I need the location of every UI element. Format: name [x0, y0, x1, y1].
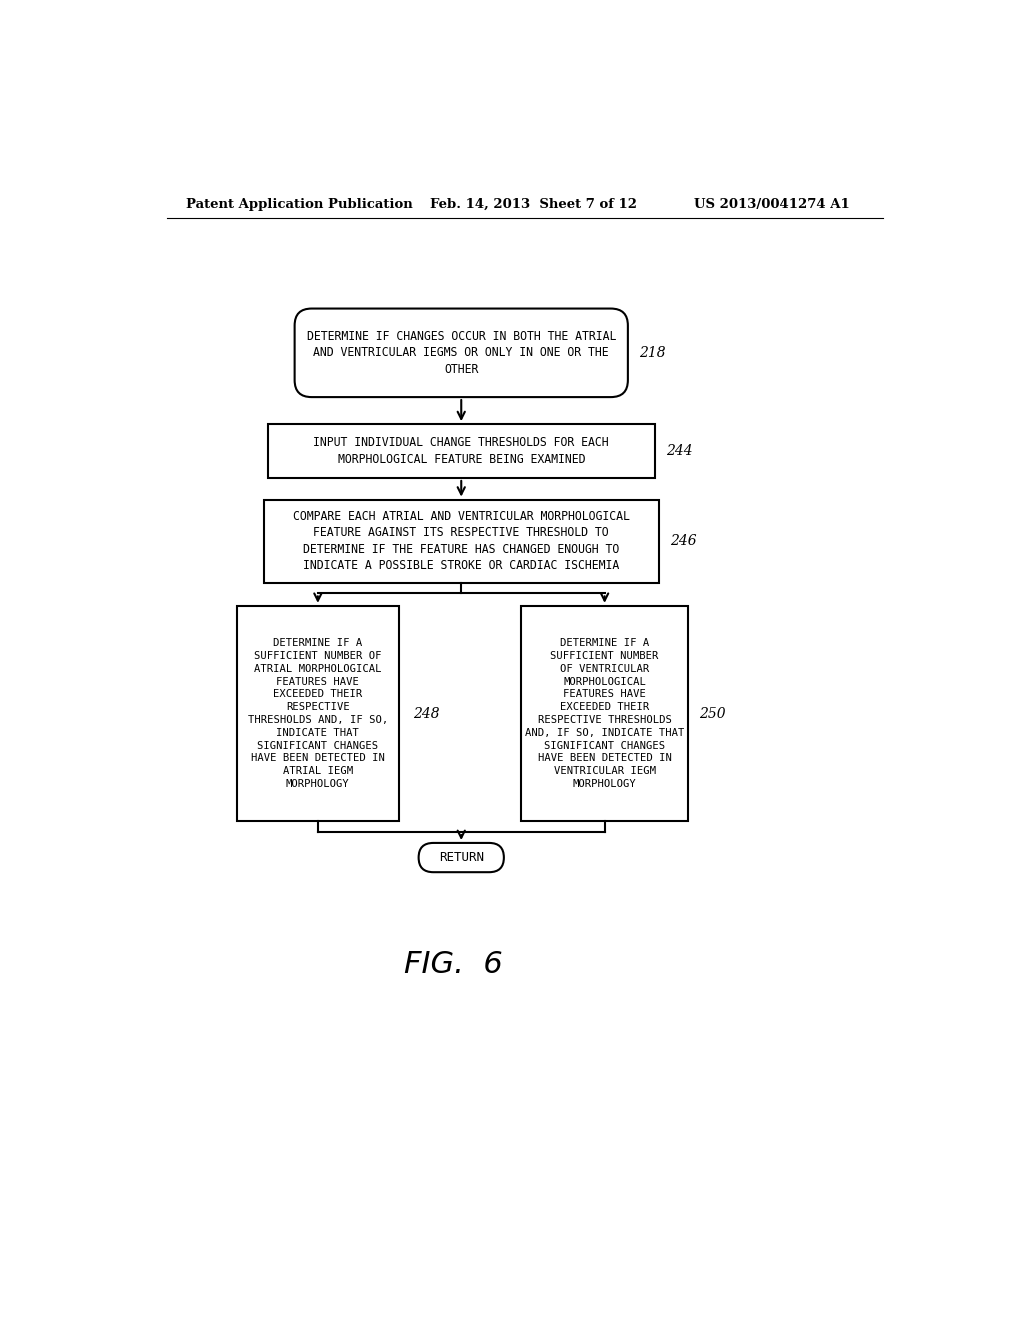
- Text: COMPARE EACH ATRIAL AND VENTRICULAR MORPHOLOGICAL
FEATURE AGAINST ITS RESPECTIVE: COMPARE EACH ATRIAL AND VENTRICULAR MORP…: [293, 510, 630, 573]
- FancyBboxPatch shape: [267, 424, 655, 478]
- FancyBboxPatch shape: [263, 499, 658, 582]
- Text: 248: 248: [414, 706, 440, 721]
- Text: Feb. 14, 2013  Sheet 7 of 12: Feb. 14, 2013 Sheet 7 of 12: [430, 198, 637, 211]
- Text: 246: 246: [670, 535, 696, 548]
- Text: FIG.  6: FIG. 6: [404, 950, 503, 979]
- Text: DETERMINE IF A
SUFFICIENT NUMBER
OF VENTRICULAR
MORPHOLOGICAL
FEATURES HAVE
EXCE: DETERMINE IF A SUFFICIENT NUMBER OF VENT…: [525, 638, 684, 789]
- Text: DETERMINE IF A
SUFFICIENT NUMBER OF
ATRIAL MORPHOLOGICAL
FEATURES HAVE
EXCEEDED : DETERMINE IF A SUFFICIENT NUMBER OF ATRI…: [248, 638, 388, 789]
- Text: US 2013/0041274 A1: US 2013/0041274 A1: [693, 198, 850, 211]
- Text: 218: 218: [639, 346, 666, 360]
- Text: DETERMINE IF CHANGES OCCUR IN BOTH THE ATRIAL
AND VENTRICULAR IEGMS OR ONLY IN O: DETERMINE IF CHANGES OCCUR IN BOTH THE A…: [306, 330, 616, 376]
- Text: Patent Application Publication: Patent Application Publication: [186, 198, 413, 211]
- Text: 250: 250: [698, 706, 725, 721]
- FancyBboxPatch shape: [521, 606, 688, 821]
- FancyBboxPatch shape: [237, 606, 399, 821]
- FancyBboxPatch shape: [295, 309, 628, 397]
- Text: 244: 244: [666, 444, 692, 458]
- Text: INPUT INDIVIDUAL CHANGE THRESHOLDS FOR EACH
MORPHOLOGICAL FEATURE BEING EXAMINED: INPUT INDIVIDUAL CHANGE THRESHOLDS FOR E…: [313, 436, 609, 466]
- Text: RETURN: RETURN: [438, 851, 483, 865]
- FancyBboxPatch shape: [419, 843, 504, 873]
